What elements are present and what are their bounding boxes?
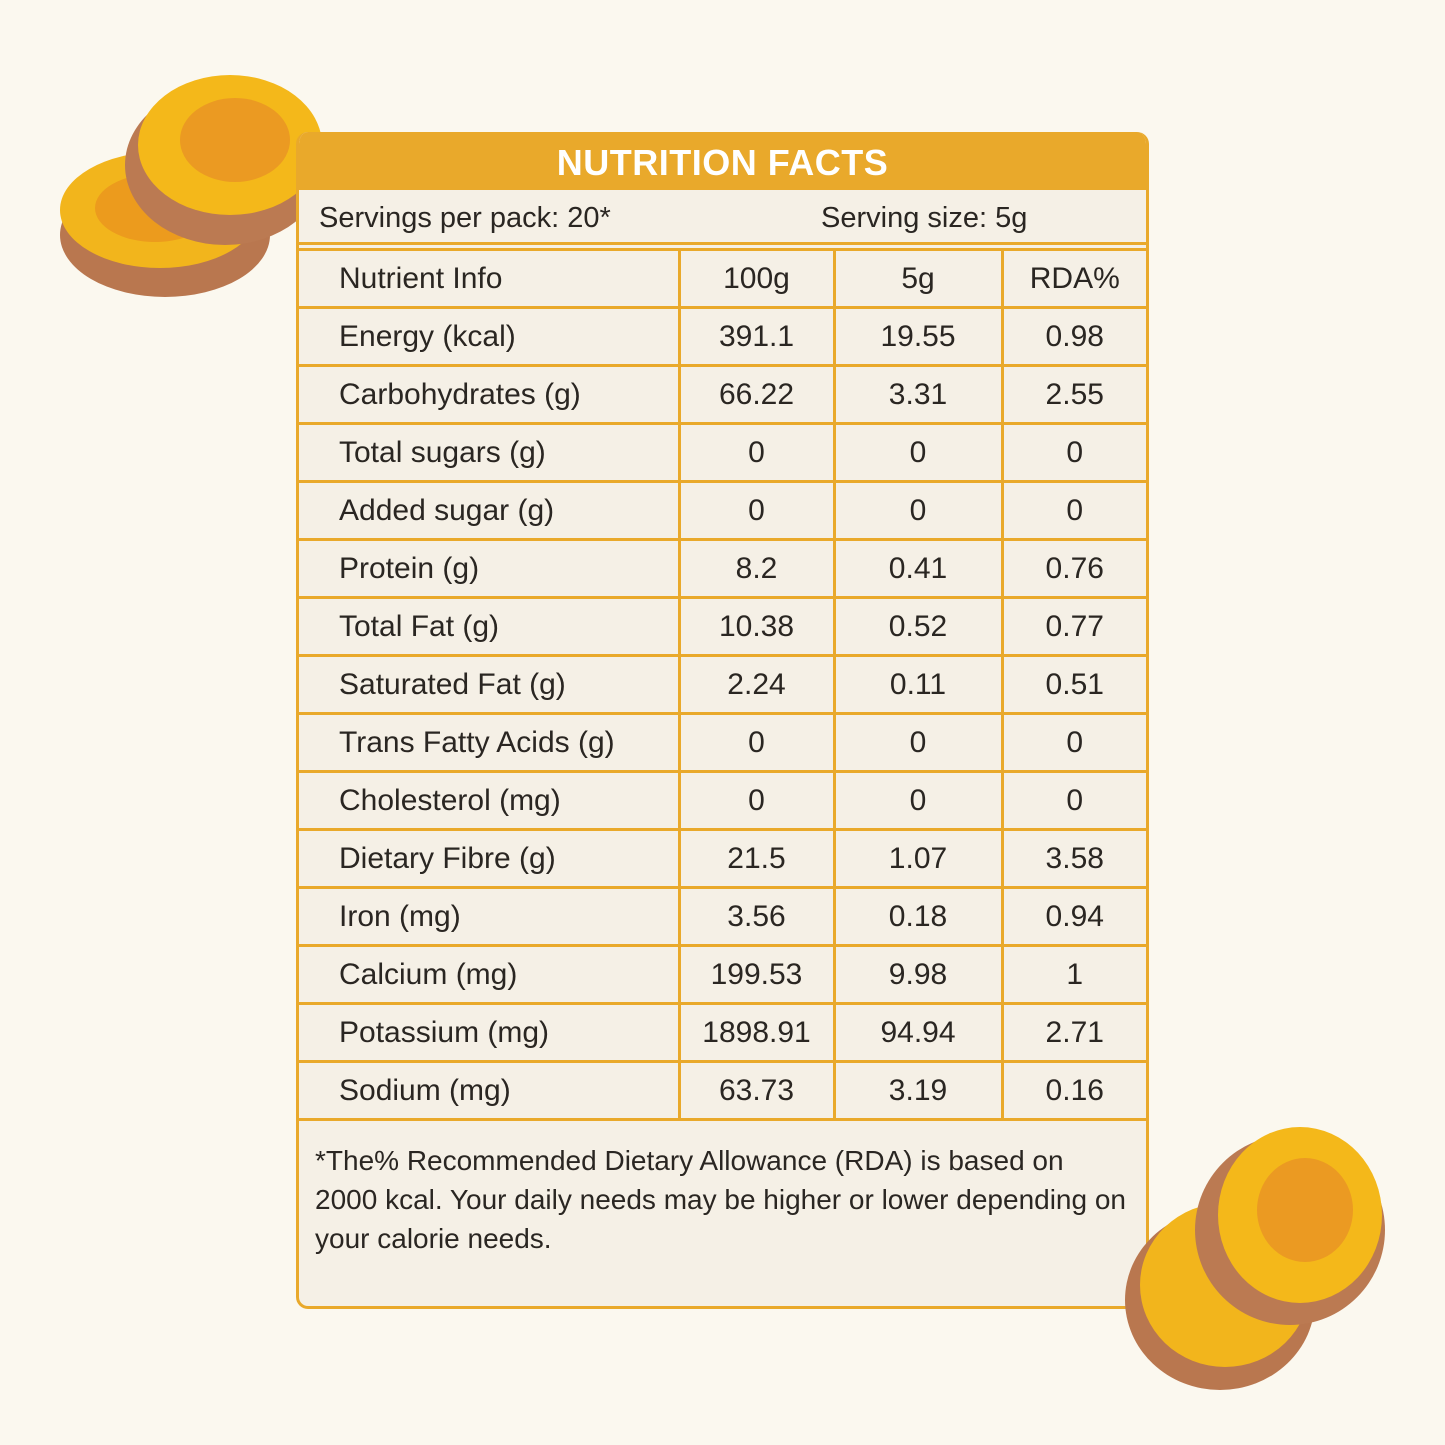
- title: NUTRITION FACTS: [299, 132, 1146, 190]
- nutrient-name: Dietary Fibre (g): [299, 828, 681, 889]
- nutrient-row: Total sugars (g) 0 0 0: [299, 422, 1146, 483]
- cell: 2.55: [1000, 364, 1146, 425]
- nutrient-name: Calcium (mg): [299, 944, 681, 1005]
- cell: 3.31: [832, 364, 1004, 425]
- cell: 2.24: [677, 654, 836, 715]
- nutrient-row: Sodium (mg) 63.73 3.19 0.16: [299, 1060, 1146, 1121]
- cell: 0.51: [1000, 654, 1146, 715]
- nutrient-name: Nutrient Info: [299, 248, 681, 309]
- cell: 100g: [677, 248, 836, 309]
- cell: 63.73: [677, 1060, 836, 1121]
- cell: 0: [1000, 712, 1146, 773]
- cell: 0.41: [832, 538, 1004, 599]
- nutrient-name: Total sugars (g): [299, 422, 681, 483]
- cell: 0.18: [832, 886, 1004, 947]
- cell: 0: [1000, 770, 1146, 831]
- cell: 0: [677, 480, 836, 541]
- cell: 1.07: [832, 828, 1004, 889]
- nutrient-name: Carbohydrates (g): [299, 364, 681, 425]
- nutrient-row: Added sugar (g) 0 0 0: [299, 480, 1146, 541]
- nutrient-row: Energy (kcal) 391.1 19.55 0.98: [299, 306, 1146, 367]
- nutrient-name: Saturated Fat (g): [299, 654, 681, 715]
- cell: 2.71: [1000, 1002, 1146, 1063]
- cell: 21.5: [677, 828, 836, 889]
- cell: 0.76: [1000, 538, 1146, 599]
- nutrient-row: Carbohydrates (g) 66.22 3.31 2.55: [299, 364, 1146, 425]
- nutrient-row: Protein (g) 8.2 0.41 0.76: [299, 538, 1146, 599]
- nutrient-row: Calcium (mg) 199.53 9.98 1: [299, 944, 1146, 1005]
- nutrient-name: Protein (g): [299, 538, 681, 599]
- nutrient-name: Potassium (mg): [299, 1002, 681, 1063]
- nutrient-name: Total Fat (g): [299, 596, 681, 657]
- cell: 9.98: [832, 944, 1004, 1005]
- slice: [1257, 1158, 1353, 1262]
- cell: 1: [1000, 944, 1146, 1005]
- nutrient-name: Added sugar (g): [299, 480, 681, 541]
- cell: 3.19: [832, 1060, 1004, 1121]
- cell: 0.11: [832, 654, 1004, 715]
- serving-size: Serving size: 5g: [821, 202, 1028, 234]
- cell: 0: [677, 712, 836, 773]
- cell: 0: [832, 480, 1004, 541]
- cell: 10.38: [677, 596, 836, 657]
- serving-row: Servings per pack: 20* Serving size: 5g: [299, 190, 1146, 245]
- cell: RDA%: [1000, 248, 1146, 309]
- cell: 0: [677, 770, 836, 831]
- nutrient-row: Iron (mg) 3.56 0.18 0.94: [299, 886, 1146, 947]
- cell: 19.55: [832, 306, 1004, 367]
- cell: 0: [1000, 422, 1146, 483]
- slice: [180, 98, 290, 182]
- nutrient-row: Dietary Fibre (g) 21.5 1.07 3.58: [299, 828, 1146, 889]
- cell: 1898.91: [677, 1002, 836, 1063]
- nutrient-row: Saturated Fat (g) 2.24 0.11 0.51: [299, 654, 1146, 715]
- cell: 0.98: [1000, 306, 1146, 367]
- nutrient-row: Potassium (mg) 1898.91 94.94 2.71: [299, 1002, 1146, 1063]
- nutrient-row: Total Fat (g) 10.38 0.52 0.77: [299, 596, 1146, 657]
- cell: 0: [832, 422, 1004, 483]
- cell: 391.1: [677, 306, 836, 367]
- cell: 66.22: [677, 364, 836, 425]
- nutrient-name: Trans Fatty Acids (g): [299, 712, 681, 773]
- turmeric-slices-bottom: [1125, 1127, 1385, 1390]
- cell: 0.94: [1000, 886, 1146, 947]
- nutrient-row: Cholesterol (mg) 0 0 0: [299, 770, 1146, 831]
- nutrient-name: Energy (kcal): [299, 306, 681, 367]
- cell: 0.77: [1000, 596, 1146, 657]
- cell: 199.53: [677, 944, 836, 1005]
- cell: 3.56: [677, 886, 836, 947]
- cell: 0: [832, 712, 1004, 773]
- cell: 0.16: [1000, 1060, 1146, 1121]
- nutrient-name: Sodium (mg): [299, 1060, 681, 1121]
- nutrition-table: Nutrient Info 100g 5g RDA% Energy (kcal) 391.…: [299, 248, 1146, 1121]
- cell: 8.2: [677, 538, 836, 599]
- cell: 94.94: [832, 1002, 1004, 1063]
- cell: 5g: [832, 248, 1004, 309]
- cell: 0.52: [832, 596, 1004, 657]
- nutrient-name: Iron (mg): [299, 886, 681, 947]
- nutrient-name: Cholesterol (mg): [299, 770, 681, 831]
- cell: 3.58: [1000, 828, 1146, 889]
- nutrition-card: NUTRITION FACTS Servings per pack: 20* S…: [296, 132, 1149, 1309]
- turmeric-slices-top: [60, 75, 325, 297]
- header-row: Nutrient Info 100g 5g RDA%: [299, 248, 1146, 309]
- servings-per-pack: Servings per pack: 20*: [319, 202, 611, 234]
- footnote: *The% Recommended Dietary Allowance (RDA…: [315, 1145, 1127, 1254]
- cell: 0: [677, 422, 836, 483]
- cell: 0: [1000, 480, 1146, 541]
- cell: 0: [832, 770, 1004, 831]
- nutrient-row: Trans Fatty Acids (g) 0 0 0: [299, 712, 1146, 773]
